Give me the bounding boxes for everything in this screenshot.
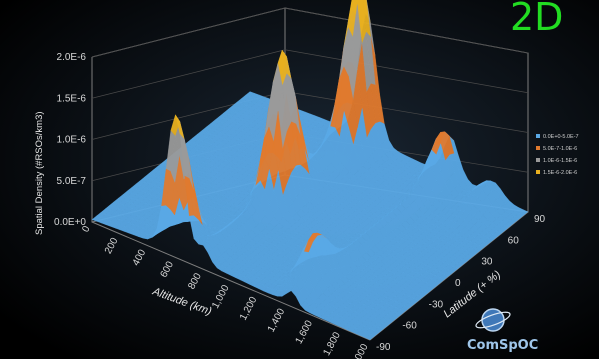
z-axis-label: Spatial Density (#RSOs/km3) bbox=[34, 111, 45, 235]
gridline bbox=[284, 49, 529, 94]
z-tick-label: 1.5E-6 bbox=[57, 93, 87, 104]
y-tick-label: -30 bbox=[429, 299, 444, 310]
legend-label: 0.0E+0-5.0E-7 bbox=[543, 134, 579, 140]
legend: 0.0E+0-5.0E-7 5.0E-7-1.0E-6 1.0E-6-1.5E-6 1… bbox=[536, 134, 579, 176]
legend-swatch bbox=[536, 158, 540, 162]
floor-front-edge bbox=[91, 221, 371, 341]
y-tick-label: -90 bbox=[376, 342, 391, 353]
y-tick-label: 90 bbox=[534, 214, 546, 225]
legend-label: 1.5E-6-2.0E-6 bbox=[543, 170, 577, 176]
gridline bbox=[91, 49, 286, 99]
z-tick-labels: 0.0E+0 5.0E-7 1.0E-6 1.5E-6 2.0E-6 bbox=[54, 52, 86, 228]
surface-cell bbox=[365, 334, 375, 340]
z-tick-label: 2.0E-6 bbox=[57, 52, 87, 63]
y-tick-label: 30 bbox=[481, 257, 493, 268]
y-tick-label: -60 bbox=[402, 321, 417, 332]
logo-text: ComSpOC bbox=[467, 338, 538, 353]
legend-label: 5.0E-7-1.0E-6 bbox=[543, 146, 577, 152]
gridline bbox=[91, 7, 286, 58]
comspoc-logo: ComSpOC bbox=[467, 308, 538, 353]
legend-swatch bbox=[536, 170, 540, 174]
legend-swatch bbox=[536, 134, 540, 138]
logo-orbit-icon bbox=[475, 311, 511, 329]
floor-right-edge bbox=[369, 211, 529, 341]
density-surface bbox=[91, 0, 529, 340]
gridline bbox=[284, 91, 529, 133]
x-tick-label: 0 bbox=[80, 224, 93, 234]
z-tick-label: 0.0E+0 bbox=[54, 217, 86, 228]
legend-swatch bbox=[536, 146, 540, 150]
z-tick-label: 5.0E-7 bbox=[57, 176, 87, 187]
z-tick-label: 1.0E-6 bbox=[57, 135, 87, 146]
badge-2d: 2D bbox=[510, 0, 563, 39]
y-tick-labels: -90 -60 -30 0 30 60 90 bbox=[376, 214, 546, 353]
y-tick-label: 0 bbox=[455, 278, 461, 289]
y-tick-label: 60 bbox=[508, 235, 520, 246]
gridline bbox=[284, 7, 529, 54]
legend-label: 1.0E-6-1.5E-6 bbox=[543, 158, 577, 164]
